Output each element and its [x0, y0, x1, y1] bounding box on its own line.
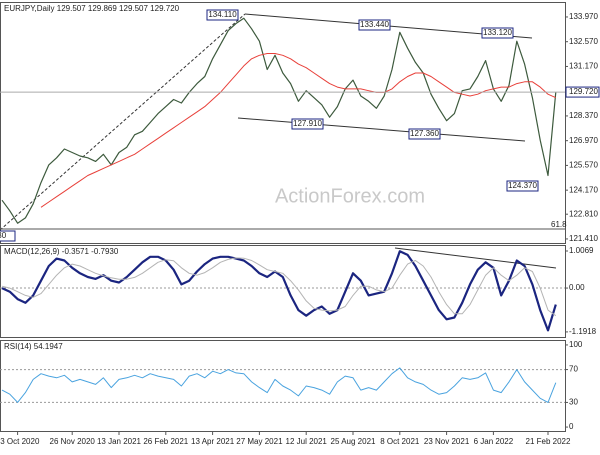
annotation-box	[481, 27, 514, 39]
series-line	[40, 53, 557, 208]
price-panel	[0, 2, 566, 244]
macd-panel	[0, 245, 566, 338]
x-tick-label: 12 Jul 2021	[286, 437, 328, 446]
x-tick-label: 13 Oct 2020	[0, 437, 40, 446]
y-tick-label: 122.810	[569, 209, 598, 218]
y-tick-label: 0	[569, 422, 574, 431]
y-tick-label: 100	[569, 340, 583, 349]
y-tick-label: 131.170	[569, 62, 598, 71]
annotation: 630	[0, 231, 7, 240]
x-tick-label: 27 May 2021	[236, 437, 283, 446]
annotation: 124.370	[508, 181, 537, 190]
last-price-label: 129.720	[569, 87, 598, 96]
x-tick-label: 21 Feb 2022	[526, 437, 571, 446]
y-tick-label: 132.570	[569, 37, 598, 46]
annotation: 133.120	[483, 28, 512, 37]
annotation-box	[358, 19, 391, 31]
macd-title: MACD(12,26,9) -0.3571 -0.7930	[4, 247, 119, 256]
fib-label: 61.8	[551, 220, 567, 229]
annotation: 127.360	[410, 129, 439, 138]
y-tick-label: 30	[569, 398, 578, 407]
y-tick-label: 125.570	[569, 161, 598, 170]
annotation: 133.440	[360, 20, 389, 29]
x-tick-label: 8 Oct 2021	[380, 437, 420, 446]
y-tick-label: 0.00	[569, 283, 585, 292]
y-tick-label: 124.170	[569, 185, 598, 194]
series-line	[1, 257, 557, 317]
x-tick-label: 26 Nov 2020	[50, 437, 96, 446]
y-tick-label: 121.410	[569, 234, 598, 243]
annotation-box	[0, 230, 16, 242]
x-tick-label: 25 Aug 2021	[331, 437, 376, 446]
trend-line	[0, 13, 246, 231]
x-tick-label: 13 Apr 2021	[191, 437, 235, 446]
x-tick-label: 6 Jan 2022	[474, 437, 514, 446]
series-line	[1, 17, 557, 224]
annotation-box	[206, 9, 239, 21]
y-tick-label: -1.1918	[569, 327, 597, 336]
y-tick-label: 70	[569, 365, 578, 374]
y-tick-label: 1.0069	[569, 246, 594, 255]
last-price-box	[565, 86, 600, 98]
macd-trend-line	[394, 247, 557, 269]
annotation-box	[506, 180, 539, 192]
price-title: EURJPY,Daily 129.507 129.869 129.507 129…	[4, 4, 180, 13]
rsi-title: RSI(14) 54.1947	[4, 342, 63, 351]
y-tick-label: 126.970	[569, 136, 598, 145]
annotation-box	[291, 118, 324, 130]
x-tick-label: 13 Jan 2021	[97, 437, 142, 446]
y-tick-label: 128.370	[569, 111, 598, 120]
series-line	[1, 367, 557, 403]
annotation: 127.910	[293, 119, 322, 128]
annotation: 134.110	[208, 10, 237, 19]
trend-line	[237, 117, 526, 142]
x-tick-label: 23 Nov 2021	[424, 437, 470, 446]
watermark: ActionForex.com	[275, 185, 425, 207]
annotation-box	[408, 128, 441, 140]
series-line	[1, 250, 557, 332]
y-tick-label: 133.970	[569, 12, 598, 21]
x-tick-label: 26 Feb 2021	[143, 437, 188, 446]
